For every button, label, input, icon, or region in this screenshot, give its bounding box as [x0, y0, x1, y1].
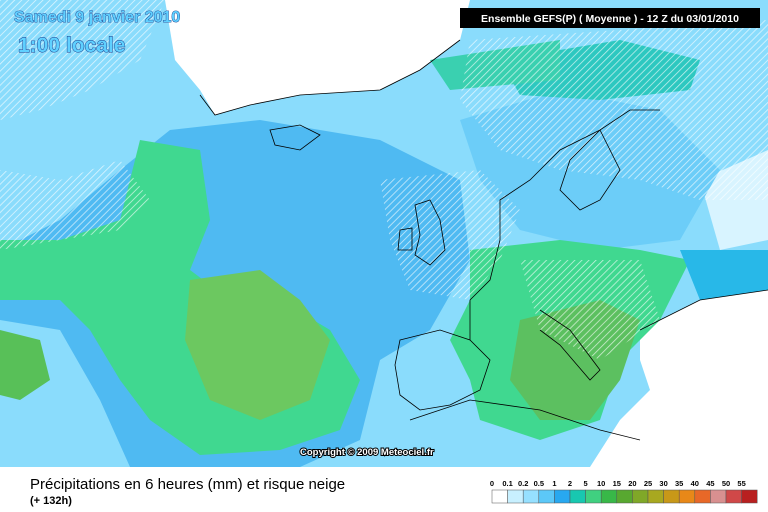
legend-swatch [616, 489, 633, 504]
caption-panel [0, 467, 768, 512]
legend-label: 0.2 [518, 479, 528, 488]
legend-swatch [678, 489, 696, 504]
model-info: Ensemble GEFS(P) ( Moyenne ) - 12 Z du 0… [481, 13, 739, 25]
legend-label: 1 [552, 479, 556, 488]
legend-swatch [585, 489, 602, 504]
legend-label: 0.1 [502, 479, 512, 488]
legend-label: 2 [568, 479, 572, 488]
legend-label: 25 [644, 479, 652, 488]
legend-label: 20 [628, 479, 636, 488]
legend-swatch [741, 489, 758, 504]
legend-swatch [600, 489, 618, 504]
caption-title: Précipitations en 6 heures (mm) et risqu… [30, 476, 345, 493]
legend-swatch [522, 489, 540, 504]
map-time: 1:00 locale [18, 34, 125, 57]
legend-swatch [554, 489, 571, 504]
legend-label: 45 [706, 479, 714, 488]
legend-swatch [491, 489, 508, 504]
legend-label: 50 [722, 479, 730, 488]
legend-label: 30 [659, 479, 667, 488]
legend-label: 40 [691, 479, 699, 488]
legend-label: 55 [737, 479, 745, 488]
legend-swatch [663, 489, 680, 504]
legend-swatch [507, 489, 524, 504]
legend-label: 15 [613, 479, 621, 488]
legend-label: 5 [584, 479, 588, 488]
legend-label: 35 [675, 479, 683, 488]
legend: 0 0.1 0.2 0.5 1 2 5 10 15 20 25 30 35 40 45 50 55 [490, 479, 758, 504]
header-box [460, 8, 760, 28]
legend-swatch [632, 489, 649, 504]
caption-lead: (+ 132h) [30, 495, 72, 507]
legend-swatch [710, 489, 727, 504]
legend-swatch [538, 489, 555, 504]
legend-label: 10 [597, 479, 605, 488]
map-date: Samedi 9 janvier 2010 [14, 9, 180, 26]
legend-swatch [569, 489, 586, 504]
legend-swatch [647, 489, 664, 504]
map-field [0, 0, 768, 467]
legend-label: 0.5 [534, 479, 544, 488]
copyright: Copyright © 2009 Meteociel.fr [300, 447, 434, 458]
legend-swatch [725, 489, 742, 504]
legend-swatch [694, 489, 711, 504]
coastlines [199, 39, 768, 441]
legend-label: 0 [490, 479, 494, 488]
